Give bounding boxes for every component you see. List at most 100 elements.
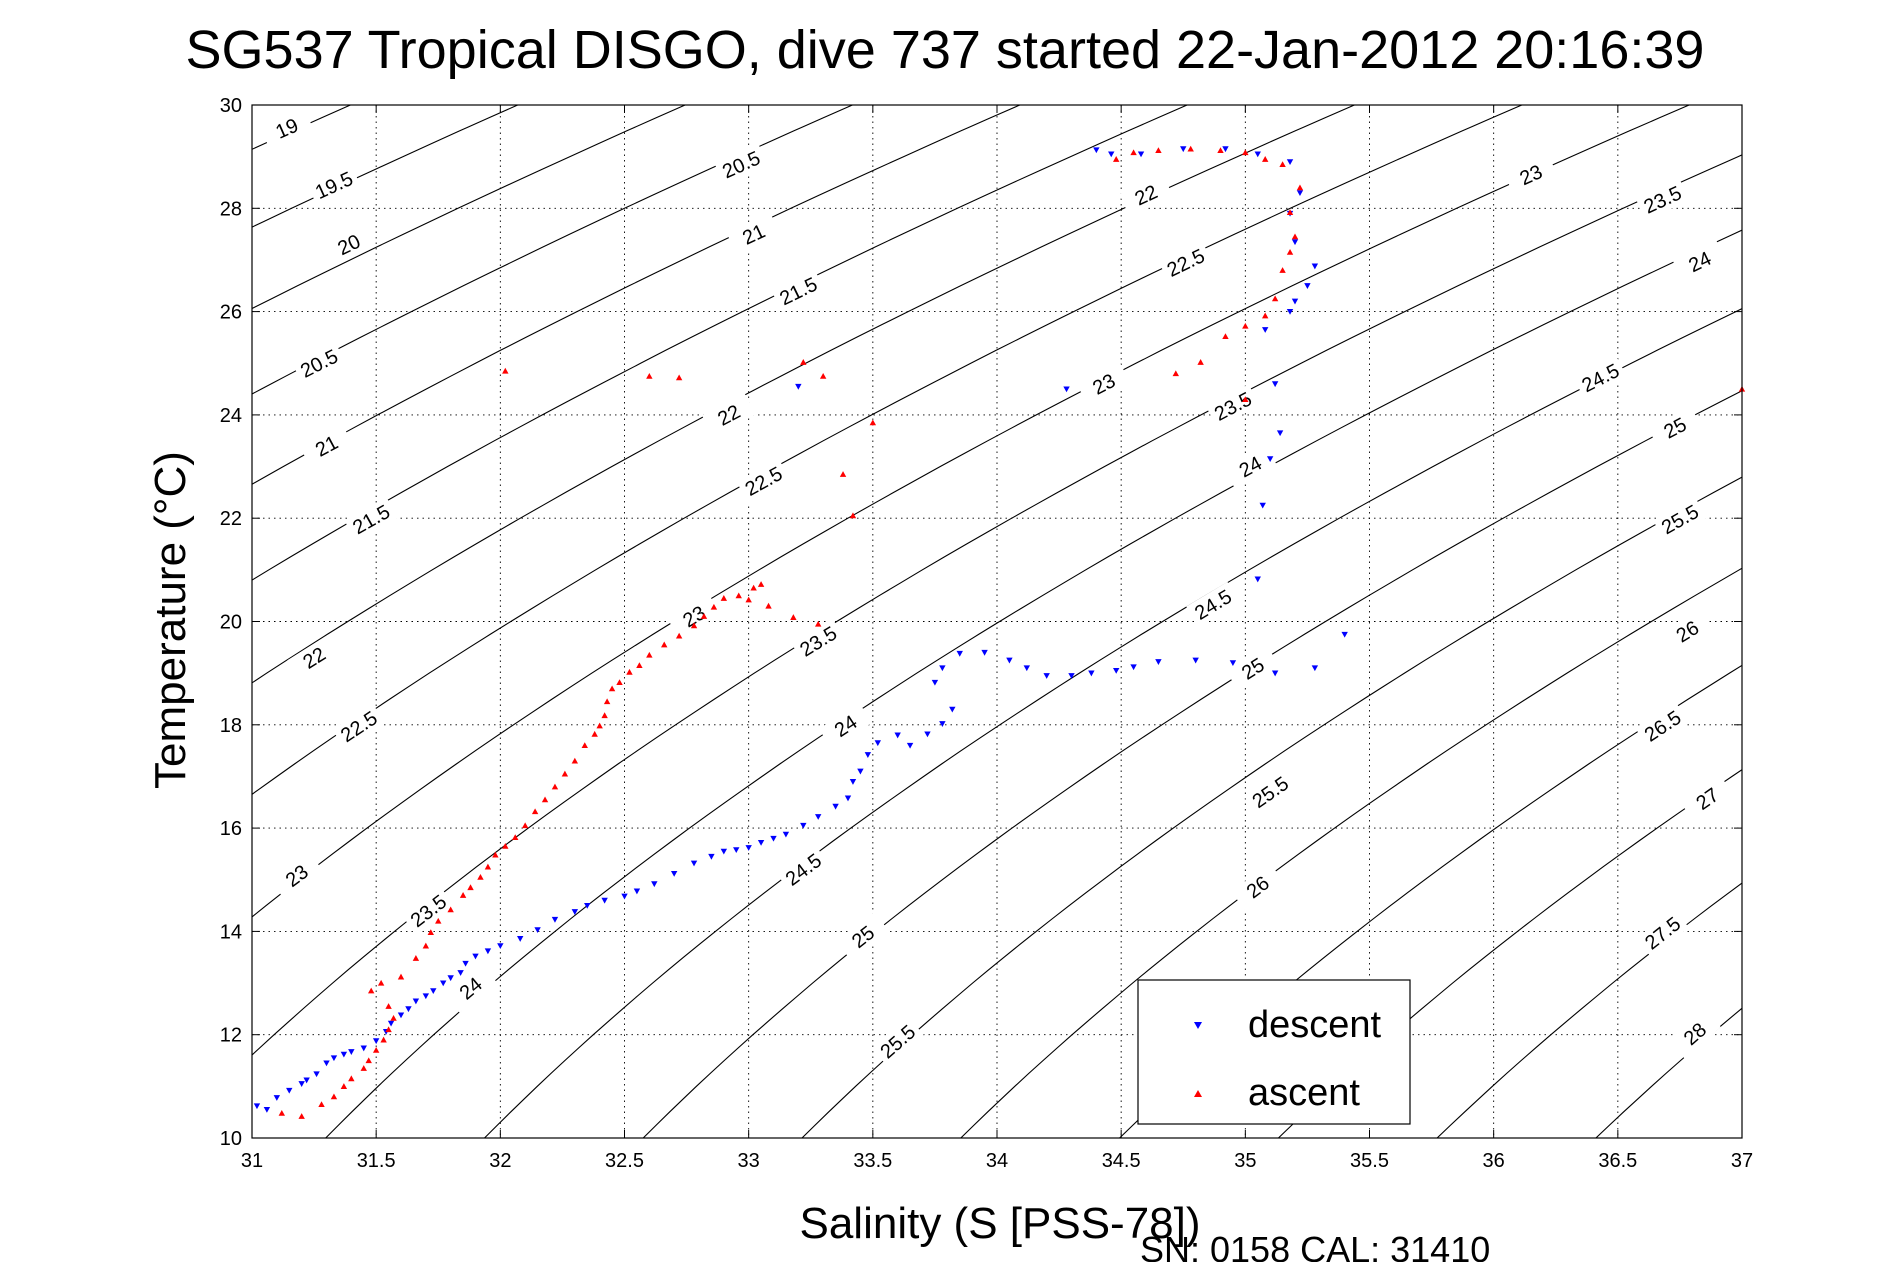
ascent-point	[459, 892, 467, 898]
descent-point	[447, 975, 454, 982]
descent-point	[405, 1006, 412, 1013]
isopycnal-line	[252, 105, 854, 395]
y-axis-label: Temperature (°C)	[146, 451, 195, 789]
contour-label-bg	[1223, 444, 1278, 489]
contour-label-bg	[344, 496, 399, 542]
contour-label-bg	[1243, 768, 1297, 816]
descent-point	[981, 649, 988, 656]
contour-label-bg	[818, 702, 873, 750]
descent-point	[1262, 327, 1269, 333]
ascent-point	[502, 842, 509, 849]
ascent-point	[1187, 145, 1194, 152]
x-tick-label: 33	[738, 1150, 760, 1172]
descent-point	[795, 383, 802, 390]
ascent-point	[790, 614, 797, 620]
descent-point	[1192, 657, 1199, 664]
descent-point	[412, 998, 420, 1005]
ascent-point	[1172, 370, 1179, 377]
contour-label-bg	[776, 845, 830, 894]
descent-point	[551, 916, 559, 923]
contour-label-bg	[1648, 405, 1702, 450]
contour-label-bg	[836, 912, 890, 961]
descent-point	[1271, 670, 1279, 677]
contour-label-bg	[667, 593, 721, 640]
descent-point	[584, 902, 591, 909]
descent-point	[571, 909, 579, 915]
ascent-point	[541, 796, 549, 803]
descent-point	[1286, 309, 1294, 315]
descent-point	[422, 993, 430, 1000]
descent-point	[273, 1095, 281, 1101]
descent-point	[303, 1077, 310, 1084]
ascent-point	[1279, 267, 1286, 273]
ascent-point	[412, 955, 420, 961]
contour-label-bg	[791, 618, 845, 664]
serial-calibration-text: SN: 0158 CAL: 31410	[1140, 1229, 1490, 1262]
y-tick-label: 12	[220, 1025, 242, 1047]
descent-point	[770, 835, 777, 842]
descent-point	[1113, 667, 1120, 674]
y-tick-label: 22	[220, 508, 242, 530]
descent-point	[757, 839, 765, 846]
ascent-point	[521, 822, 529, 829]
descent-point	[372, 1038, 380, 1045]
descent-point	[397, 1012, 405, 1019]
x-tick-label: 32.5	[605, 1150, 644, 1172]
ascent-point	[1286, 249, 1294, 255]
descent-point	[1291, 239, 1299, 246]
ascent-point	[484, 863, 492, 870]
ascent-point	[1113, 156, 1120, 162]
x-tick-label: 34	[986, 1150, 1008, 1172]
ascent-point	[675, 632, 683, 639]
ascent-point	[819, 372, 827, 379]
contour-label-bg	[771, 269, 826, 313]
legend-descent-label: descent	[1248, 1004, 1382, 1046]
ascent-point	[646, 651, 653, 658]
y-tick-label: 24	[220, 405, 242, 427]
isopycnal-line	[1436, 882, 1742, 1138]
legend: descent ascent	[1137, 979, 1411, 1125]
descent-point	[360, 1045, 367, 1052]
ascent-point	[512, 834, 519, 840]
contour-label-bg	[1635, 702, 1690, 750]
y-tick-label: 14	[220, 921, 242, 943]
x-tick-label: 34.5	[1102, 1150, 1141, 1172]
ascent-point	[1242, 149, 1249, 156]
contour-label-bg	[1653, 496, 1707, 542]
grid-lines	[252, 105, 1742, 1138]
descent-point	[1276, 430, 1284, 437]
ascent-point	[1262, 156, 1269, 162]
descent-point	[1108, 151, 1115, 158]
descent-point	[939, 721, 946, 727]
ascent-point	[1296, 184, 1304, 191]
ascent-point	[675, 374, 683, 381]
descent-point	[457, 970, 464, 976]
y-tick-label: 28	[220, 198, 242, 220]
descent-point	[864, 752, 872, 758]
ascent-point	[608, 685, 616, 692]
descent-point	[690, 860, 698, 867]
ascent-point	[839, 471, 847, 477]
descent-point	[894, 732, 901, 739]
contour-label-bg	[1660, 608, 1715, 655]
isopycnal-line	[252, 154, 1742, 1056]
isopycnal-line	[252, 105, 1356, 684]
descent-point	[253, 1103, 261, 1110]
contour-label-bg	[1635, 178, 1690, 221]
descent-point	[924, 731, 931, 738]
descent-point	[633, 888, 641, 895]
contour-label-bg	[1636, 908, 1689, 958]
descent-point	[1296, 190, 1304, 197]
contour-label-bg	[287, 634, 341, 681]
isopycnal-line	[960, 567, 1742, 1138]
x-tick-label: 36.5	[1598, 1150, 1637, 1172]
descent-point	[939, 665, 946, 672]
ascent-point	[616, 679, 623, 686]
descent-point	[1043, 673, 1050, 679]
descent-point	[745, 845, 752, 851]
contour-label-bg	[1206, 384, 1260, 428]
descent-point	[497, 943, 504, 950]
descent-point	[857, 768, 864, 775]
x-tick-label: 33.5	[853, 1150, 892, 1172]
contour-label-bg	[1076, 362, 1131, 406]
